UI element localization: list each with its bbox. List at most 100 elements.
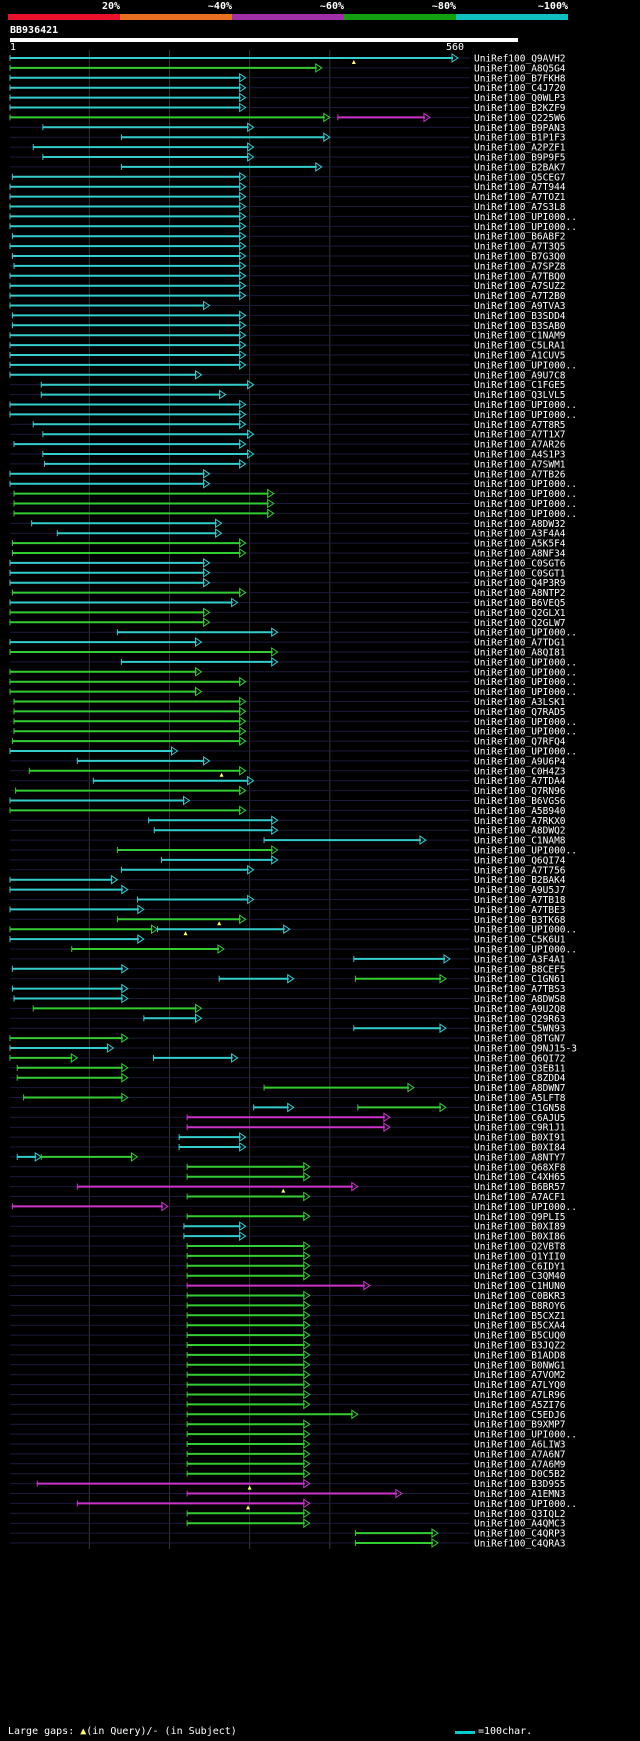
hit-label[interactable]: UniRef100_Q7RAD5 (474, 707, 566, 718)
hit-label[interactable]: UniRef100_UPI000.. (474, 677, 577, 688)
hit-label[interactable]: UniRef100_C0SGT6 (474, 558, 566, 569)
hit-label[interactable]: UniRef100_A8DWQ2 (474, 826, 566, 837)
hit-label[interactable]: UniRef100_C6AJU5 (474, 1113, 566, 1124)
hit-label[interactable]: UniRef100_B7G3Q0 (474, 252, 566, 263)
hit-label[interactable]: UniRef100_A9TVA3 (474, 301, 566, 312)
hit-label[interactable]: UniRef100_C4QRP3 (474, 1529, 566, 1540)
hit-label[interactable]: UniRef100_Q1YII0 (474, 1251, 566, 1262)
hit-label[interactable]: UniRef100_Q29R63 (474, 1014, 566, 1025)
hit-label[interactable]: UniRef100_UPI000.. (474, 687, 577, 698)
hit-label[interactable]: UniRef100_Q9PLI5 (474, 1212, 566, 1223)
hit-label[interactable]: UniRef100_Q6QI74 (474, 855, 566, 866)
hit-label[interactable]: UniRef100_B5CXZ1 (474, 1311, 566, 1322)
hit-label[interactable]: UniRef100_B3SDD4 (474, 311, 566, 322)
hit-label[interactable]: UniRef100_C0SGT1 (474, 568, 566, 579)
hit-label[interactable]: UniRef100_UPI000.. (474, 846, 577, 857)
hit-label[interactable]: UniRef100_Q9NJ15-3 (474, 1044, 577, 1055)
hit-label[interactable]: UniRef100_B0XI91 (474, 1133, 566, 1144)
hit-label[interactable]: UniRef100_C1NAM8 (474, 836, 566, 847)
hit-label[interactable]: UniRef100_B0XI89 (474, 1222, 566, 1233)
hit-label[interactable]: UniRef100_UPI000.. (474, 925, 577, 936)
hit-label[interactable]: UniRef100_A7SWM1 (474, 459, 566, 470)
hit-label[interactable]: UniRef100_UPI000.. (474, 667, 577, 678)
hit-label[interactable]: UniRef100_Q2GLW7 (474, 618, 566, 629)
hit-label[interactable]: UniRef100_UPI000.. (474, 717, 577, 728)
hit-label[interactable]: UniRef100_B8ROY6 (474, 1301, 566, 1312)
hit-label[interactable]: UniRef100_A1CUV5 (474, 351, 566, 362)
hit-label[interactable]: UniRef100_Q8TGN7 (474, 1034, 566, 1045)
hit-label[interactable]: UniRef100_A7A6M9 (474, 1459, 566, 1470)
hit-label[interactable]: UniRef100_UPI000.. (474, 212, 577, 223)
hit-label[interactable]: UniRef100_A5B940 (474, 806, 566, 817)
hit-label[interactable]: UniRef100_UPI000.. (474, 410, 577, 421)
hit-label[interactable]: UniRef100_A5ZI76 (474, 1400, 566, 1411)
hit-label[interactable]: UniRef100_A3LSK1 (474, 697, 566, 708)
hit-label[interactable]: UniRef100_A8NF34 (474, 549, 566, 560)
hit-label[interactable]: UniRef100_A7TB26 (474, 469, 566, 480)
hit-label[interactable]: UniRef100_C0BKR3 (474, 1291, 566, 1302)
hit-label[interactable]: UniRef100_A7TDG1 (474, 638, 566, 649)
hit-label[interactable]: UniRef100_Q7RFQ4 (474, 737, 566, 748)
hit-label[interactable]: UniRef100_B3JQZ2 (474, 1341, 566, 1352)
hit-label[interactable]: UniRef100_B1ADD8 (474, 1350, 566, 1361)
hit-label[interactable]: UniRef100_A7RKX0 (474, 816, 566, 827)
hit-label[interactable]: UniRef100_UPI000.. (474, 1430, 577, 1441)
hit-label[interactable]: UniRef100_C9R1J1 (474, 1123, 566, 1134)
hit-label[interactable]: UniRef100_C3QM40 (474, 1271, 566, 1282)
hit-label[interactable]: UniRef100_A6LIW3 (474, 1440, 566, 1451)
hit-label[interactable]: UniRef100_A8DW32 (474, 519, 566, 530)
hit-label[interactable]: UniRef100_UPI000.. (474, 509, 577, 520)
hit-label[interactable]: UniRef100_A7T8R5 (474, 420, 566, 431)
hit-label[interactable]: UniRef100_C8ZDD4 (474, 1073, 566, 1084)
hit-label[interactable]: UniRef100_B6VGS6 (474, 796, 566, 807)
hit-label[interactable]: UniRef100_UPI000.. (474, 747, 577, 758)
hit-label[interactable]: UniRef100_C5K6U1 (474, 935, 566, 946)
hit-label[interactable]: UniRef100_A7SUZ2 (474, 281, 566, 292)
hit-label[interactable]: UniRef100_B0XI86 (474, 1232, 566, 1243)
hit-label[interactable]: UniRef100_UPI000.. (474, 657, 577, 668)
hit-label[interactable]: UniRef100_C4XH65 (474, 1172, 566, 1183)
hit-label[interactable]: UniRef100_Q3EB11 (474, 1063, 566, 1074)
hit-label[interactable]: UniRef100_B2KZF9 (474, 103, 566, 114)
hit-label[interactable]: UniRef100_Q6QI72 (474, 1053, 566, 1064)
hit-label[interactable]: UniRef100_A7AR26 (474, 440, 566, 451)
hit-label[interactable]: UniRef100_A7T756 (474, 865, 566, 876)
hit-label[interactable]: UniRef100_B3D9S5 (474, 1479, 566, 1490)
hit-label[interactable]: UniRef100_A4S1P3 (474, 450, 566, 461)
hit-label[interactable]: UniRef100_UPI000.. (474, 360, 577, 371)
hit-label[interactable]: UniRef100_Q0WLP3 (474, 93, 566, 104)
hit-label[interactable]: UniRef100_UPI000.. (474, 400, 577, 411)
hit-label[interactable]: UniRef100_B6VEQ5 (474, 598, 566, 609)
hit-label[interactable]: UniRef100_A3F4A4 (474, 529, 566, 540)
hit-label[interactable]: UniRef100_A2PZF1 (474, 143, 566, 154)
hit-label[interactable]: UniRef100_D0C5B2 (474, 1469, 566, 1480)
hit-label[interactable]: UniRef100_UPI000.. (474, 479, 577, 490)
hit-label[interactable]: UniRef100_C5WN93 (474, 1024, 566, 1035)
hit-label[interactable]: UniRef100_A8QI81 (474, 648, 566, 659)
hit-label[interactable]: UniRef100_B5CUQ0 (474, 1331, 566, 1342)
hit-label[interactable]: UniRef100_B2BAK4 (474, 875, 566, 886)
hit-label[interactable]: UniRef100_A7LYQ0 (474, 1380, 566, 1391)
hit-label[interactable]: UniRef100_UPI000.. (474, 1499, 577, 1510)
hit-label[interactable]: UniRef100_A9U5J7 (474, 885, 566, 896)
hit-label[interactable]: UniRef100_B6ABF2 (474, 232, 566, 243)
hit-label[interactable]: UniRef100_B0NWG1 (474, 1360, 566, 1371)
hit-label[interactable]: UniRef100_A7A6N7 (474, 1449, 566, 1460)
hit-label[interactable]: UniRef100_A7SPZ8 (474, 261, 566, 272)
hit-label[interactable]: UniRef100_A8DWS8 (474, 994, 566, 1005)
hit-label[interactable]: UniRef100_A8DWN7 (474, 1083, 566, 1094)
hit-label[interactable]: UniRef100_B9PAN3 (474, 123, 566, 134)
hit-label[interactable]: UniRef100_UPI000.. (474, 499, 577, 510)
hit-label[interactable]: UniRef100_A7TOZ1 (474, 192, 566, 203)
hit-label[interactable]: UniRef100_UPI000.. (474, 1202, 577, 1213)
hit-label[interactable]: UniRef100_C1GN58 (474, 1103, 566, 1114)
hit-label[interactable]: UniRef100_A7T3Q5 (474, 242, 566, 253)
hit-label[interactable]: UniRef100_C4J720 (474, 83, 566, 94)
hit-label[interactable]: UniRef100_B9XMP7 (474, 1420, 566, 1431)
hit-label[interactable]: UniRef100_Q5CEG7 (474, 172, 566, 183)
hit-label[interactable]: UniRef100_Q2VBT8 (474, 1242, 566, 1253)
hit-label[interactable]: UniRef100_A7T944 (474, 182, 566, 193)
hit-label[interactable]: UniRef100_Q9AVH2 (474, 54, 566, 65)
hit-label[interactable]: UniRef100_UPI000.. (474, 945, 577, 956)
hit-label[interactable]: UniRef100_A7S3L8 (474, 202, 566, 213)
